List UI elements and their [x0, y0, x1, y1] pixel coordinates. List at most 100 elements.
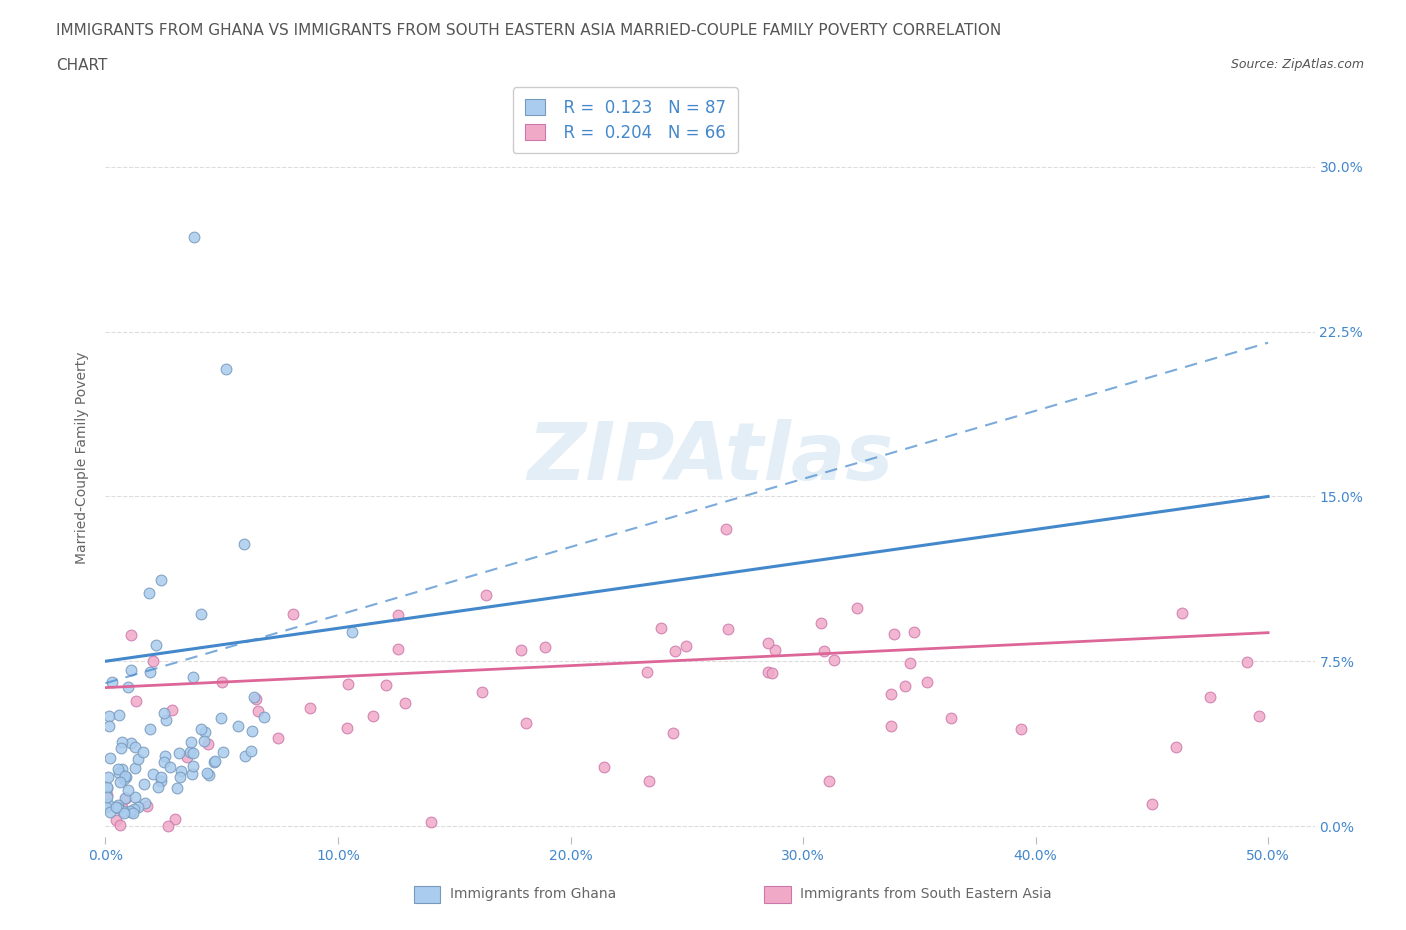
- Point: [211, 745, 233, 760]
- Point: [818, 774, 841, 789]
- Point: [139, 665, 162, 680]
- Point: [111, 804, 134, 818]
- Point: [810, 616, 832, 631]
- Point: [150, 573, 173, 588]
- Point: [756, 665, 779, 680]
- Point: [883, 626, 905, 641]
- Point: [375, 678, 398, 693]
- Point: [146, 779, 169, 794]
- Point: [107, 765, 129, 780]
- Point: [717, 622, 740, 637]
- Point: [181, 766, 204, 781]
- Point: [420, 814, 443, 829]
- Point: [299, 700, 322, 715]
- Point: [181, 670, 204, 684]
- Point: [117, 680, 139, 695]
- Point: [204, 754, 226, 769]
- FancyBboxPatch shape: [413, 886, 440, 903]
- Point: [107, 797, 129, 812]
- Point: [394, 696, 416, 711]
- Point: [135, 799, 157, 814]
- Point: [139, 722, 162, 737]
- Point: [190, 722, 212, 737]
- Point: [110, 775, 132, 790]
- Point: [167, 746, 190, 761]
- Point: [118, 804, 141, 818]
- Point: [898, 656, 921, 671]
- Point: [714, 522, 737, 537]
- Point: [101, 674, 124, 689]
- Point: [190, 606, 212, 621]
- Point: [166, 781, 188, 796]
- Y-axis label: Married-Couple Family Poverty: Married-Couple Family Poverty: [76, 352, 90, 565]
- Point: [471, 685, 494, 700]
- Point: [1164, 739, 1187, 754]
- Point: [150, 774, 173, 789]
- Point: [96, 788, 118, 803]
- Point: [110, 741, 132, 756]
- Text: ZIPAtlas: ZIPAtlas: [527, 419, 893, 497]
- Point: [283, 607, 305, 622]
- Text: IMMIGRANTS FROM GHANA VS IMMIGRANTS FROM SOUTH EASTERN ASIA MARRIED-COUPLE FAMIL: IMMIGRANTS FROM GHANA VS IMMIGRANTS FROM…: [56, 23, 1001, 38]
- Point: [149, 770, 172, 785]
- Point: [124, 739, 146, 754]
- Point: [515, 716, 537, 731]
- Point: [179, 744, 201, 759]
- Point: [98, 718, 121, 733]
- Point: [879, 686, 901, 701]
- Point: [336, 721, 359, 736]
- Point: [162, 702, 184, 717]
- Point: [246, 703, 269, 718]
- Point: [94, 800, 117, 815]
- Point: [114, 768, 136, 783]
- Point: [176, 750, 198, 764]
- Point: [1140, 797, 1163, 812]
- Point: [111, 734, 134, 749]
- Point: [120, 628, 142, 643]
- Point: [211, 675, 233, 690]
- Point: [108, 817, 131, 832]
- Point: [336, 676, 359, 691]
- Point: [894, 678, 917, 693]
- Point: [120, 662, 142, 677]
- Text: CHART: CHART: [56, 58, 108, 73]
- Point: [363, 708, 385, 723]
- Point: [170, 764, 193, 778]
- Point: [650, 620, 672, 635]
- Point: [194, 724, 217, 739]
- Point: [240, 744, 263, 759]
- Point: [169, 769, 191, 784]
- Point: [97, 709, 120, 724]
- Point: [112, 805, 135, 820]
- Point: [153, 755, 176, 770]
- Point: [510, 643, 533, 658]
- Point: [115, 790, 138, 805]
- Point: [107, 708, 129, 723]
- Point: [765, 643, 787, 658]
- Point: [105, 800, 128, 815]
- Point: [879, 719, 901, 734]
- Point: [125, 694, 148, 709]
- Point: [235, 748, 257, 763]
- Text: Source: ZipAtlas.com: Source: ZipAtlas.com: [1230, 58, 1364, 71]
- Point: [124, 761, 146, 776]
- Point: [153, 705, 176, 720]
- Point: [180, 735, 202, 750]
- Point: [474, 588, 496, 603]
- Point: [209, 711, 232, 725]
- Point: [1171, 606, 1194, 621]
- Point: [228, 719, 250, 734]
- Point: [157, 818, 180, 833]
- Point: [197, 737, 219, 751]
- Point: [903, 625, 925, 640]
- Point: [120, 736, 142, 751]
- Point: [134, 796, 156, 811]
- Point: [233, 537, 256, 551]
- Point: [638, 774, 661, 789]
- Point: [97, 796, 120, 811]
- Point: [939, 711, 962, 725]
- Point: [107, 762, 129, 777]
- Point: [112, 772, 135, 787]
- Point: [138, 585, 160, 600]
- Point: [215, 362, 238, 377]
